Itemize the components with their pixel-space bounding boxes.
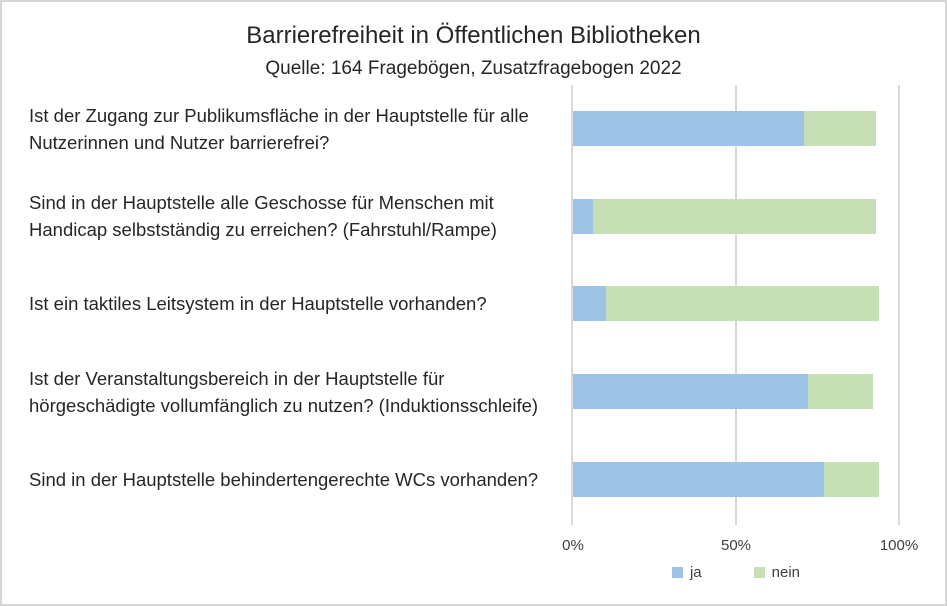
legend-item-nein: nein (753, 564, 801, 581)
legend-swatch-ja (671, 567, 683, 578)
legend-swatch-nein (753, 567, 765, 578)
category-label: Sind in der Hauptstelle behindertengerec… (29, 468, 539, 490)
stacked-bar (573, 461, 899, 497)
bar-segment-ja (573, 286, 606, 322)
bar-row (573, 173, 899, 261)
bar-segment-nein (605, 286, 880, 322)
x-tick-label: 100% (879, 537, 919, 554)
bar-segment-ja (573, 374, 808, 410)
category-label: Ist der Zugang zur Publikumsfläche in de… (29, 104, 529, 153)
x-tick-label: 0% (562, 537, 584, 554)
bar-row (573, 85, 899, 173)
chart-subtitle: Quelle: 164 Fragebögen, Zusatzfragebogen… (265, 58, 682, 79)
plot-area (571, 85, 900, 525)
bar-segment-ja (573, 198, 593, 234)
stacked-bar (573, 111, 899, 147)
bar-segment-ja (573, 111, 805, 147)
bar-segment-nein (592, 198, 877, 234)
bar-row (573, 348, 899, 436)
category-label: Ist ein taktiles Leitsystem in der Haupt… (29, 293, 487, 315)
bar-rows (573, 85, 899, 523)
bar-segment-nein (824, 461, 880, 497)
x-tick-label: 50% (720, 537, 752, 554)
legend-item-ja: ja (671, 564, 702, 581)
gridline-0pct (571, 85, 573, 525)
category-label: Sind in der Hauptstelle alle Geschosse f… (29, 192, 497, 241)
category-axis-labels: Ist der Zugang zur Publikumsfläche in de… (29, 85, 561, 523)
legend-label-nein: nein (771, 564, 801, 581)
bar-segment-ja (573, 461, 825, 497)
legend: ja nein (573, 564, 899, 581)
chart-title: Barrierefreiheit in Öffentlichen Bibliot… (246, 22, 701, 49)
stacked-bar (573, 374, 899, 410)
category-label: Ist der Veranstaltungsbereich in der Hau… (29, 367, 539, 416)
bar-segment-nein (804, 111, 877, 147)
stacked-bar (573, 286, 899, 322)
legend-label-ja: ja (689, 564, 702, 581)
bar-row (573, 435, 899, 523)
stacked-bar (573, 198, 899, 234)
gridline-100pct (898, 85, 900, 525)
bar-segment-nein (807, 374, 873, 410)
bar-row (573, 260, 899, 348)
x-axis: 0% 50% 100% (562, 537, 918, 555)
